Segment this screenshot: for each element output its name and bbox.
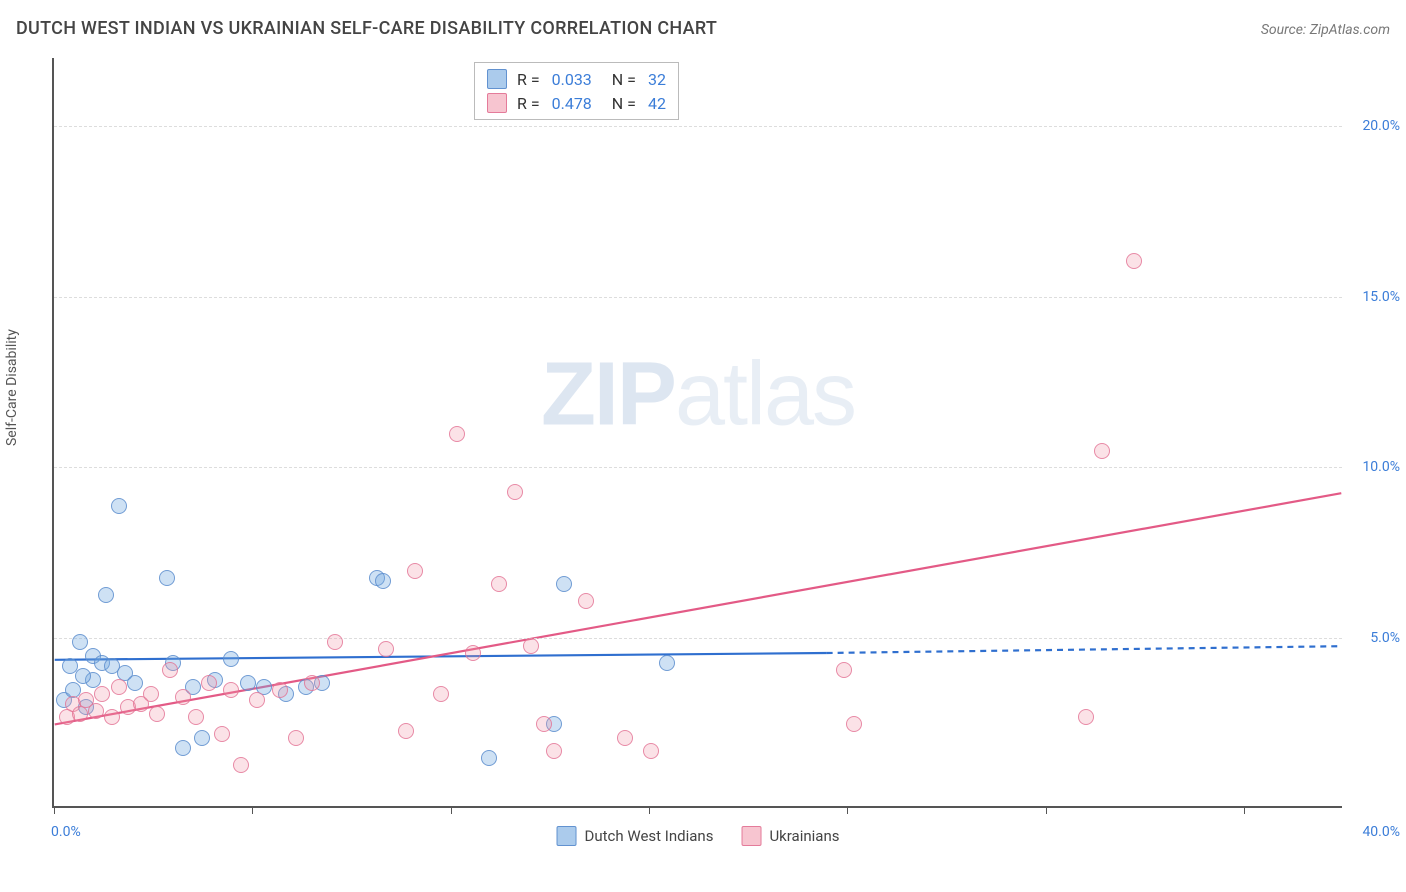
data-point-pink — [88, 703, 104, 719]
data-point-pink — [398, 723, 414, 739]
y-axis-label: Self-Care Disability — [4, 329, 20, 446]
x-tick — [1046, 806, 1047, 814]
y-tick-label: 5.0% — [1370, 630, 1400, 646]
data-point-pink — [643, 743, 659, 759]
legend-swatch-pink-icon — [741, 826, 761, 846]
data-point-pink — [536, 716, 552, 732]
x-tick — [54, 806, 55, 814]
data-point-blue — [159, 570, 175, 586]
y-tick-label: 15.0% — [1362, 289, 1400, 305]
x-tick — [1244, 806, 1245, 814]
data-point-pink — [465, 645, 481, 661]
legend-swatch-blue-icon — [557, 826, 577, 846]
data-point-pink — [578, 593, 594, 609]
data-point-pink — [223, 682, 239, 698]
data-point-pink — [407, 563, 423, 579]
data-point-pink — [491, 576, 507, 592]
data-point-blue — [223, 651, 239, 667]
x-tick — [252, 806, 253, 814]
x-tick — [649, 806, 650, 814]
data-point-pink — [617, 730, 633, 746]
y-tick-label: 10.0% — [1362, 459, 1400, 475]
chart-title: DUTCH WEST INDIAN VS UKRAINIAN SELF-CARE… — [16, 18, 717, 39]
data-point-pink — [449, 426, 465, 442]
data-point-pink — [523, 638, 539, 654]
data-point-pink — [249, 692, 265, 708]
data-point-blue — [75, 668, 91, 684]
gridline — [54, 638, 1342, 639]
data-point-blue — [98, 587, 114, 603]
data-point-pink — [507, 484, 523, 500]
data-point-blue — [194, 730, 210, 746]
data-point-pink — [111, 679, 127, 695]
data-point-pink — [288, 730, 304, 746]
data-point-blue — [175, 740, 191, 756]
data-point-pink — [188, 709, 204, 725]
data-point-blue — [111, 498, 127, 514]
source-attribution: Source: ZipAtlas.com — [1261, 22, 1390, 38]
y-tick-label: 20.0% — [1362, 118, 1400, 134]
data-point-pink — [201, 675, 217, 691]
trend-lines — [54, 58, 1342, 806]
data-point-pink — [149, 706, 165, 722]
data-point-blue — [556, 576, 572, 592]
data-point-pink — [162, 662, 178, 678]
data-point-pink — [846, 716, 862, 732]
data-point-pink — [143, 686, 159, 702]
data-point-blue — [375, 573, 391, 589]
data-point-blue — [127, 675, 143, 691]
legend-item-blue: Dutch West Indians — [557, 826, 714, 846]
gridline — [54, 297, 1342, 298]
series-legend: Dutch West Indians Ukrainians — [557, 826, 840, 846]
data-point-pink — [175, 689, 191, 705]
data-point-pink — [104, 709, 120, 725]
data-point-blue — [240, 675, 256, 691]
legend-item-pink: Ukrainians — [741, 826, 839, 846]
data-point-pink — [836, 662, 852, 678]
x-tick — [451, 806, 452, 814]
data-point-pink — [233, 757, 249, 773]
gridline — [54, 467, 1342, 468]
data-point-pink — [272, 682, 288, 698]
data-point-blue — [481, 750, 497, 766]
data-point-pink — [433, 686, 449, 702]
data-point-pink — [546, 743, 562, 759]
data-point-pink — [94, 686, 110, 702]
data-point-pink — [72, 706, 88, 722]
plot-area: ZIPatlas R =0.033 N =32 R =0.478 N =42 D… — [52, 58, 1342, 808]
gridline — [54, 126, 1342, 127]
data-point-pink — [1094, 443, 1110, 459]
data-point-blue — [72, 634, 88, 650]
data-point-pink — [327, 634, 343, 650]
x-tick — [847, 806, 848, 814]
data-point-pink — [1078, 709, 1094, 725]
data-point-blue — [659, 655, 675, 671]
x-tick-label-min: 0.0% — [51, 824, 81, 840]
data-point-pink — [214, 726, 230, 742]
data-point-pink — [304, 675, 320, 691]
data-point-pink — [1126, 253, 1142, 269]
x-tick-label-max: 40.0% — [1362, 824, 1400, 840]
data-point-pink — [378, 641, 394, 657]
